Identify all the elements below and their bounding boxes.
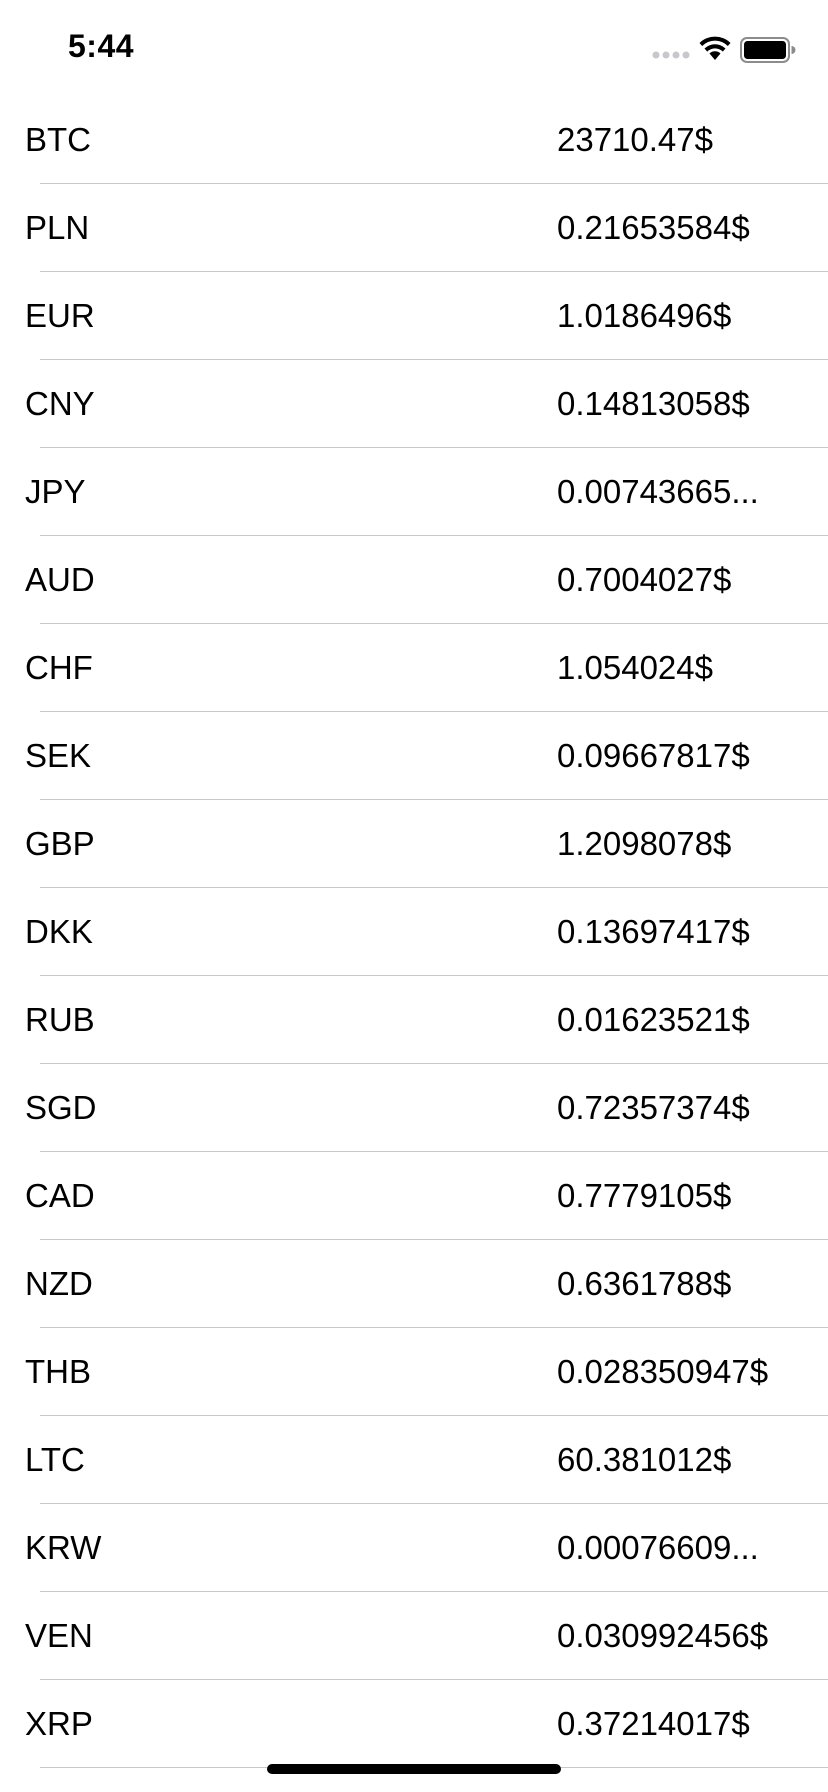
currency-row-ven[interactable]: VEN 0.030992456$ xyxy=(0,1592,828,1680)
currency-rate: 0.01623521$ xyxy=(557,1001,750,1038)
currency-row-ltc[interactable]: LTC 60.381012$ xyxy=(0,1416,828,1504)
currency-code: JPY xyxy=(25,473,86,510)
signal-dots-icon xyxy=(652,51,690,59)
currency-row-rub[interactable]: RUB 0.01623521$ xyxy=(0,976,828,1064)
currency-code: CNY xyxy=(25,385,95,422)
currency-row-eur[interactable]: EUR 1.0186496$ xyxy=(0,272,828,360)
currency-rate: 0.37214017$ xyxy=(557,1705,750,1742)
currency-row-aud[interactable]: AUD 0.7004027$ xyxy=(0,536,828,624)
currency-rate: 0.028350947$ xyxy=(557,1353,769,1390)
currency-row-thb[interactable]: THB 0.028350947$ xyxy=(0,1328,828,1416)
status-time: 5:44 xyxy=(68,28,135,64)
currency-code: KRW xyxy=(25,1529,102,1566)
currency-row-nzd[interactable]: NZD 0.6361788$ xyxy=(0,1240,828,1328)
currency-rate: 0.72357374$ xyxy=(557,1089,750,1126)
currency-rate: 1.2098078$ xyxy=(557,825,732,862)
currency-rate: 0.7004027$ xyxy=(557,561,732,598)
currency-code: XRP xyxy=(25,1705,93,1742)
currency-code: VEN xyxy=(25,1617,93,1654)
currency-rate: 0.6361788$ xyxy=(557,1265,732,1302)
currency-code: LTC xyxy=(25,1441,85,1478)
currency-rate: 0.13697417$ xyxy=(557,913,750,950)
currency-rate: 60.381012$ xyxy=(557,1441,732,1478)
currency-code: NZD xyxy=(25,1265,93,1302)
currency-row-cad[interactable]: CAD 0.7779105$ xyxy=(0,1152,828,1240)
currency-row-jpy[interactable]: JPY 0.00743665... xyxy=(0,448,828,536)
currency-code: SGD xyxy=(25,1089,97,1126)
wifi-icon xyxy=(699,36,731,60)
status-bar: 5:44 xyxy=(0,0,828,96)
currency-rate: 1.054024$ xyxy=(557,649,713,686)
currency-row-krw[interactable]: KRW 0.00076609... xyxy=(0,1504,828,1592)
currency-code: CAD xyxy=(25,1177,95,1214)
currency-code: GBP xyxy=(25,825,95,862)
currency-list: BTC 23710.47$ PLN 0.21653584$ EUR 1.0186496… xyxy=(0,96,828,1768)
currency-code: DKK xyxy=(25,913,93,950)
currency-code: SEK xyxy=(25,737,92,774)
currency-code: AUD xyxy=(25,561,95,598)
currency-code: THB xyxy=(25,1353,91,1390)
battery-icon xyxy=(740,37,796,63)
currency-row-btc[interactable]: BTC 23710.47$ xyxy=(0,96,828,184)
currency-row-pln[interactable]: PLN 0.21653584$ xyxy=(0,184,828,272)
currency-rate: 0.00076609... xyxy=(557,1529,759,1566)
currency-row-cny[interactable]: CNY 0.14813058$ xyxy=(0,360,828,448)
currency-code: BTC xyxy=(25,121,91,158)
currency-code: RUB xyxy=(25,1001,95,1038)
currency-row-gbp[interactable]: GBP 1.2098078$ xyxy=(0,800,828,888)
currency-row-chf[interactable]: CHF 1.054024$ xyxy=(0,624,828,712)
currency-row-sgd[interactable]: SGD 0.72357374$ xyxy=(0,1064,828,1152)
currency-rate: 0.00743665... xyxy=(557,473,759,510)
currency-rate: 1.0186496$ xyxy=(557,297,732,334)
currency-code: CHF xyxy=(25,649,93,686)
currency-rate: 23710.47$ xyxy=(557,121,713,158)
currency-rate: 0.7779105$ xyxy=(557,1177,732,1214)
currency-row-dkk[interactable]: DKK 0.13697417$ xyxy=(0,888,828,976)
home-indicator[interactable] xyxy=(267,1764,561,1774)
currency-rate: 0.21653584$ xyxy=(557,209,750,246)
currency-code: PLN xyxy=(25,209,90,246)
currency-code: EUR xyxy=(25,297,95,334)
currency-rate: 0.09667817$ xyxy=(557,737,750,774)
currency-rate: 0.030992456$ xyxy=(557,1617,769,1654)
currency-row-xrp[interactable]: XRP 0.37214017$ xyxy=(0,1680,828,1768)
currency-rate: 0.14813058$ xyxy=(557,385,750,422)
currency-row-sek[interactable]: SEK 0.09667817$ xyxy=(0,712,828,800)
